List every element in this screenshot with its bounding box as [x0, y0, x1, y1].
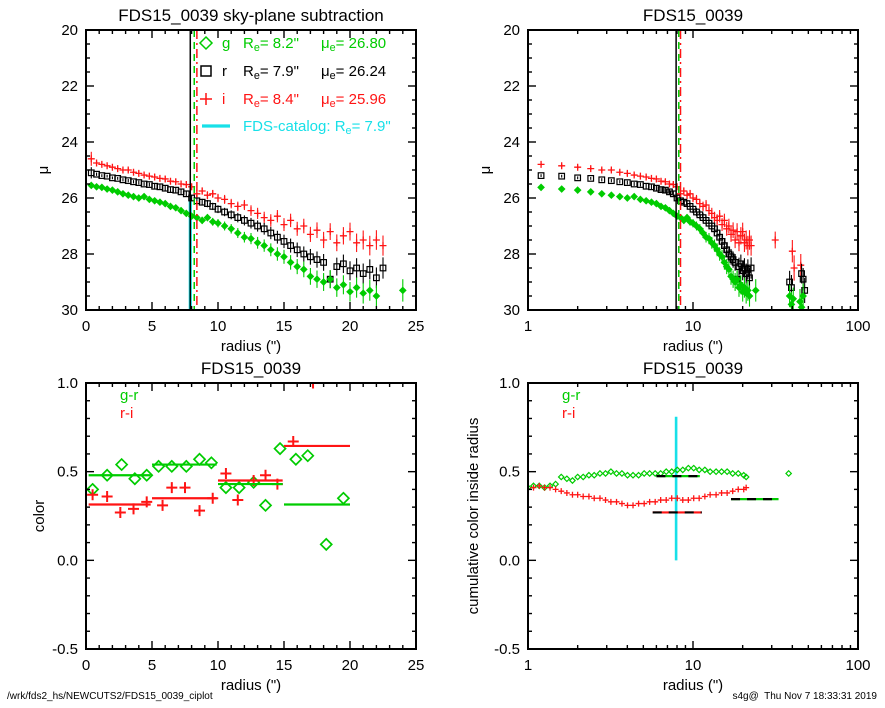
svg-text:1.0: 1.0	[57, 375, 78, 392]
panel-title: FDS15_0039	[201, 359, 301, 378]
svg-text:μe= 25.96: μe= 25.96	[321, 91, 386, 110]
reference-lines	[675, 30, 682, 310]
svg-text:100: 100	[845, 657, 870, 674]
svg-text:20: 20	[342, 657, 359, 674]
svg-text:1: 1	[524, 318, 532, 335]
panel-bottom-right: FDS15_0039 1 10 100 -0.5 0.0 0.5 1.0 radius (") c…	[465, 359, 871, 694]
svg-text:μe= 26.80: μe= 26.80	[321, 35, 386, 54]
svg-text:15: 15	[276, 318, 293, 335]
svg-text:100: 100	[845, 318, 870, 335]
svg-text:i: i	[222, 91, 225, 108]
series-g-r	[528, 464, 793, 492]
data-series	[87, 151, 407, 307]
svg-text:0.5: 0.5	[499, 464, 520, 481]
y-axis-label: cumulative color inside radius	[465, 418, 482, 615]
svg-text:FDS-catalog: Re= 7.9": FDS-catalog: Re= 7.9"	[243, 118, 391, 137]
x-axis-label: radius (")	[663, 338, 723, 355]
svg-text:r: r	[222, 63, 227, 80]
svg-text:10: 10	[685, 318, 702, 335]
svg-text:Re= 8.4": Re= 8.4"	[243, 91, 299, 110]
y-axis-label: color	[31, 500, 48, 533]
series-i	[87, 151, 387, 256]
svg-text:25: 25	[408, 657, 425, 674]
reference-lines	[652, 475, 779, 514]
svg-text:26: 26	[61, 190, 78, 207]
svg-text:g-r: g-r	[120, 387, 138, 404]
svg-text:10: 10	[210, 318, 227, 335]
series-g-r	[86, 441, 351, 552]
svg-text:5: 5	[148, 318, 156, 335]
svg-text:Re= 7.9": Re= 7.9"	[243, 63, 299, 82]
data-series	[528, 464, 793, 509]
svg-text:0.0: 0.0	[57, 552, 78, 569]
svg-text:24: 24	[61, 134, 78, 151]
svg-text:-0.5: -0.5	[494, 641, 520, 658]
x-axis-label: radius (")	[221, 338, 281, 355]
output-file-path: /wrk/fds2_hs/NEWCUTS2/FDS15_0039_ciplot	[7, 691, 213, 702]
svg-text:25: 25	[408, 318, 425, 335]
x-axis-label: radius (")	[221, 677, 281, 694]
svg-text:24: 24	[503, 134, 520, 151]
panel-title: FDS15_0039	[643, 6, 743, 25]
svg-text:20: 20	[503, 22, 520, 39]
svg-text:30: 30	[61, 302, 78, 319]
svg-text:r-i: r-i	[562, 405, 575, 422]
svg-text:5: 5	[148, 657, 156, 674]
svg-text:26: 26	[503, 190, 520, 207]
reference-lines	[88, 444, 350, 506]
series-g	[87, 181, 407, 307]
svg-text:g: g	[222, 35, 230, 52]
series-r-i	[528, 482, 750, 509]
svg-text:30: 30	[503, 302, 520, 319]
panel-title: FDS15_0039 sky-plane subtraction	[118, 6, 384, 25]
legend: g Re= 8.2" μe= 26.80 r Re= 7.9" μe= 26.24 i Re=…	[198, 35, 391, 137]
x-axis-label: radius (")	[663, 677, 723, 694]
axes: 1 10 100 -0.5 0.0 0.5 1.0 radius (") cumulative …	[465, 375, 871, 694]
svg-text:22: 22	[61, 78, 78, 95]
svg-text:0: 0	[82, 318, 90, 335]
y-axis-label: μ	[477, 166, 494, 175]
axes: 1 10 100 20 22 24 26 28 30 radius (") μ	[477, 22, 871, 355]
svg-text:28: 28	[61, 246, 78, 263]
svg-text:g-r: g-r	[562, 387, 580, 404]
svg-text:1: 1	[524, 657, 532, 674]
svg-text:0.0: 0.0	[499, 552, 520, 569]
svg-text:0.5: 0.5	[57, 464, 78, 481]
svg-text:20: 20	[342, 318, 359, 335]
panel-top-right: FDS15_0039 1 10 100 20 22 24 26 28 30 radius (") μ	[477, 6, 871, 355]
series-i	[537, 160, 805, 281]
svg-text:10: 10	[685, 657, 702, 674]
svg-text:-0.5: -0.5	[52, 641, 78, 658]
series-r	[87, 167, 387, 289]
svg-text:0: 0	[82, 657, 90, 674]
legend: g-rr-i	[562, 387, 580, 422]
y-axis-label: μ	[35, 166, 52, 175]
svg-text:20: 20	[61, 22, 78, 39]
axes: 0 5 10 15 20 25 20 22 24 26 28 30 radius (") μ	[35, 22, 424, 355]
reference-lines	[189, 30, 198, 310]
legend: g-rr-i	[120, 387, 138, 422]
panel-top-left: FDS15_0039 sky-plane subtraction 0 5 10 15 20…	[35, 6, 424, 355]
svg-text:1.0: 1.0	[499, 375, 520, 392]
svg-text:μe= 26.24: μe= 26.24	[321, 63, 386, 82]
axes: 0 5 10 15 20 25 -0.5 0.0 0.5 1.0 radius (") color	[31, 375, 424, 694]
svg-text:Re= 8.2": Re= 8.2"	[243, 35, 299, 54]
panel-title: FDS15_0039	[643, 359, 743, 378]
svg-text:15: 15	[276, 657, 293, 674]
svg-text:22: 22	[503, 78, 520, 95]
svg-text:r-i: r-i	[120, 405, 133, 422]
svg-text:28: 28	[503, 246, 520, 263]
series-g	[537, 183, 807, 310]
panel-bottom-left: FDS15_0039 0 5 10 15 20 25 -0.5 0.0 0.5 1.0 radius …	[31, 359, 424, 694]
svg-text:10: 10	[210, 657, 227, 674]
user-timestamp: s4g@ Thu Nov 7 18:33:31 2019	[732, 691, 877, 702]
data-series	[537, 160, 809, 310]
